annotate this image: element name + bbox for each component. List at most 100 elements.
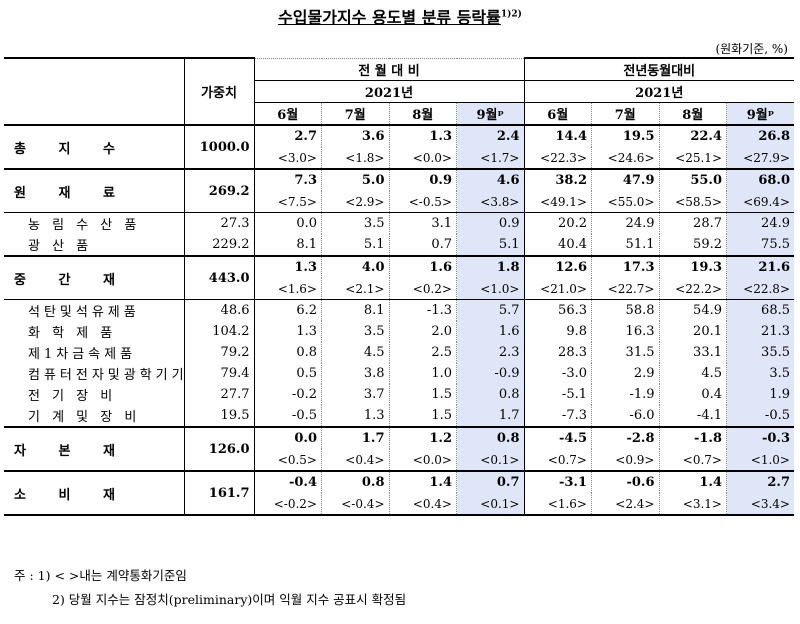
value-cell: -0.6	[591, 470, 659, 493]
contract-value-cell: <0.4>	[388, 493, 457, 516]
contract-value-cell: <22.7>	[591, 278, 659, 300]
contract-value-cell: <21.0>	[523, 278, 592, 300]
contract-value-cell: <1.0>	[456, 278, 524, 300]
value-cell: -4.5	[523, 426, 592, 449]
subcategory-value-cell: 54.9	[658, 299, 727, 321]
category-weight: 269.2	[183, 168, 254, 213]
contract-value-cell: <0.7>	[658, 449, 727, 471]
value-cell: -0.4	[253, 470, 322, 493]
contract-value-cell: <24.6>	[591, 147, 659, 169]
subcategory-value-cell: -6.0	[591, 405, 659, 427]
subcategory-value-cell: 4.5	[321, 342, 389, 363]
subcategory-value-cell: -1.9	[591, 384, 659, 405]
value-cell: 7.3	[253, 168, 322, 191]
subcategory-value-cell: 8.1	[321, 299, 389, 321]
header-month: 9월ᵖ	[726, 102, 794, 125]
import-price-table: 가중치 전 월 대 비 전년동월대비 2021년 2021년 6월 7월 8월 9월ᵖ 6월 7월 8…	[4, 57, 794, 516]
value-cell: 1.3	[388, 124, 457, 147]
subcategory-value-cell: 21.3	[726, 321, 794, 342]
value-cell: 19.5	[591, 124, 659, 147]
value-cell: 21.6	[726, 255, 794, 278]
subcategory-value-cell: -0.5	[726, 405, 794, 427]
subcategory-value-cell: 75.5	[726, 234, 794, 256]
value-cell: 55.0	[658, 168, 727, 191]
subcategory-value-cell: 5.7	[456, 299, 524, 321]
subcategory-label: 컴퓨터전자및광학기기	[28, 368, 188, 383]
value-cell: 22.4	[658, 124, 727, 147]
contract-value-cell: <1.8>	[321, 147, 389, 169]
header-weight: 가중치	[183, 57, 254, 125]
subcategory-value-cell: 40.4	[523, 234, 592, 256]
contract-value-cell: <49.1>	[523, 191, 592, 213]
subcategory-value-cell: 24.9	[726, 212, 794, 234]
header-blank	[4, 57, 184, 125]
subcategory-value-cell: 0.9	[456, 212, 524, 234]
value-cell: 1.8	[456, 255, 524, 278]
subcategory-value-cell: 0.4	[658, 384, 727, 405]
value-cell: 4.0	[321, 255, 389, 278]
subcategory-value-cell: 1.9	[726, 384, 794, 405]
value-cell: 1.7	[321, 426, 389, 449]
title-footnote-ref: 1)2)	[500, 9, 522, 20]
subcategory-value-cell: 51.1	[591, 234, 659, 256]
subcategory-value-cell: 1.5	[388, 384, 457, 405]
subcategory-value-cell: 59.2	[658, 234, 727, 256]
header-month: 7월	[321, 102, 389, 125]
subcategory-weight: 79.2	[183, 342, 254, 363]
value-cell: 47.9	[591, 168, 659, 191]
value-cell: 14.4	[523, 124, 592, 147]
subcategory-weight: 19.5	[183, 405, 254, 427]
footnotes: 주 : 1) < >내는 계약통화기준임 2) 당월 지수는 잠정치(preli…	[14, 564, 406, 612]
subcategory-value-cell: 1.3	[321, 405, 389, 427]
subcategory-value-cell: 2.3	[456, 342, 524, 363]
subcategory-value-cell: 33.1	[658, 342, 727, 363]
contract-value-cell: <0.0>	[388, 147, 457, 169]
subcategory-weight: 27.7	[183, 384, 254, 405]
subcategory-value-cell: 1.0	[388, 363, 457, 384]
subcategory-value-cell: 0.0	[253, 212, 322, 234]
contract-value-cell: <3.4>	[726, 493, 794, 516]
contract-value-cell: <22.8>	[726, 278, 794, 300]
value-cell: 0.8	[456, 426, 524, 449]
subcategory-value-cell: 31.5	[591, 342, 659, 363]
contract-value-cell: <7.5>	[253, 191, 322, 213]
subcategory-value-cell: 3.5	[321, 212, 389, 234]
contract-value-cell: <0.2>	[388, 278, 457, 300]
header-month: 9월ᵖ	[456, 102, 524, 125]
subcategory-weight: 79.4	[183, 363, 254, 384]
value-cell: -0.3	[726, 426, 794, 449]
subcategory-value-cell: -1.3	[388, 299, 457, 321]
contract-value-cell: <-0.5>	[388, 191, 457, 213]
value-cell: -1.8	[658, 426, 727, 449]
header-month: 8월	[658, 102, 727, 125]
header-month: 6월	[253, 102, 322, 125]
subcategory-label: 전 기 장 비	[28, 389, 117, 404]
value-cell: 1.6	[388, 255, 457, 278]
subcategory-value-cell: 56.3	[523, 299, 592, 321]
subcategory-label: 농 림 수 산 품	[4, 212, 184, 234]
contract-value-cell: <3.8>	[456, 191, 524, 213]
subcategory-value-cell: 20.1	[658, 321, 727, 342]
note-1: 1) < >내는 계약통화기준임	[37, 568, 187, 583]
subcategory-value-cell: 1.3	[253, 321, 322, 342]
contract-value-cell: <55.0>	[591, 191, 659, 213]
value-cell: 38.2	[523, 168, 592, 191]
value-cell: 12.6	[523, 255, 592, 278]
value-cell: 0.7	[456, 470, 524, 493]
notes-prefix: 주 :	[14, 568, 34, 583]
value-cell: 2.7	[253, 124, 322, 147]
contract-value-cell: <1.0>	[726, 449, 794, 471]
subcategory-value-cell: 3.5	[321, 321, 389, 342]
subcategory-value-cell: 20.2	[523, 212, 592, 234]
subcategory-value-cell: 16.3	[591, 321, 659, 342]
contract-value-cell: <1.6>	[253, 278, 322, 300]
value-cell: -3.1	[523, 470, 592, 493]
value-cell: 1.2	[388, 426, 457, 449]
unit-label: (원화기준, %)	[715, 42, 788, 56]
subcategory-label: 석탄및석유제품	[4, 299, 184, 321]
value-cell: -2.8	[591, 426, 659, 449]
header-month: 7월	[591, 102, 659, 125]
subcategory-value-cell: 0.5	[253, 363, 322, 384]
subcategory-value-cell: 4.5	[658, 363, 727, 384]
value-cell: 4.6	[456, 168, 524, 191]
